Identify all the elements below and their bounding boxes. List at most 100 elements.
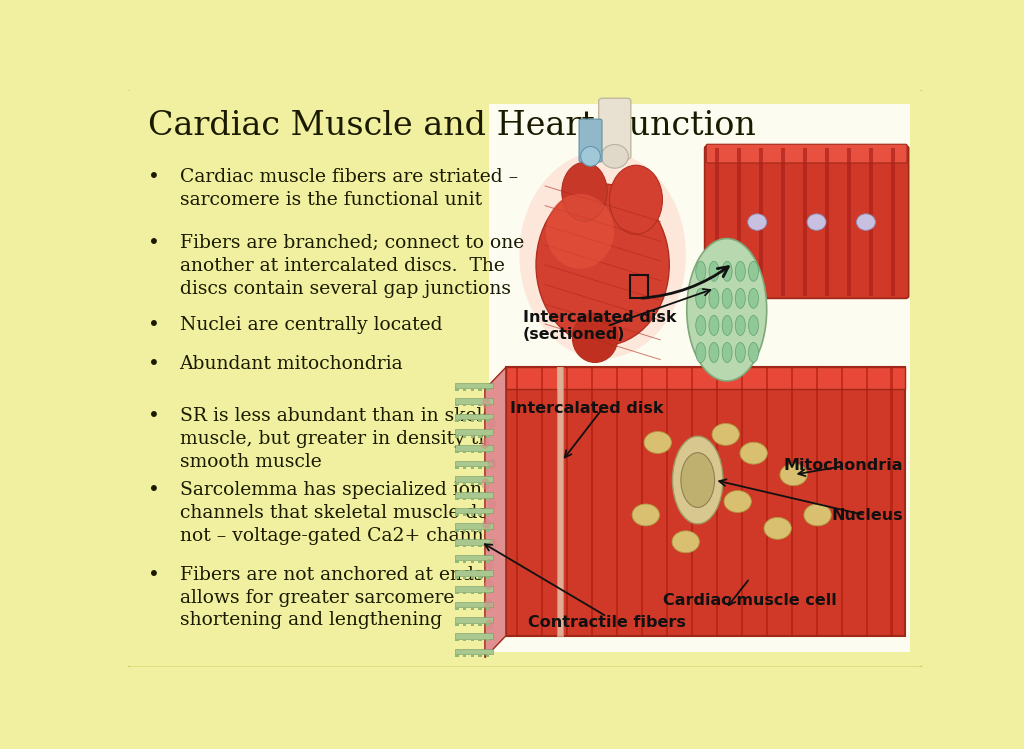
Text: •: • bbox=[147, 168, 160, 187]
Bar bbox=[478, 607, 481, 610]
Bar bbox=[456, 435, 459, 437]
Bar bbox=[463, 513, 466, 516]
Text: Cardiac Muscle and Heart Function: Cardiac Muscle and Heart Function bbox=[147, 110, 756, 142]
Text: SR is less abundant than in skeletal
muscle, but greater in density than
smooth : SR is less abundant than in skeletal mus… bbox=[179, 407, 517, 471]
Bar bbox=[478, 388, 481, 391]
Text: Contractile fibers: Contractile fibers bbox=[528, 615, 686, 630]
Ellipse shape bbox=[687, 238, 767, 381]
Ellipse shape bbox=[735, 288, 745, 309]
Ellipse shape bbox=[581, 147, 600, 166]
FancyBboxPatch shape bbox=[705, 146, 908, 298]
Ellipse shape bbox=[695, 342, 706, 363]
Bar bbox=[641, 367, 643, 636]
Ellipse shape bbox=[695, 288, 706, 309]
Ellipse shape bbox=[722, 261, 732, 282]
Bar bbox=[485, 513, 489, 516]
Bar bbox=[456, 555, 494, 560]
Bar bbox=[891, 367, 893, 636]
Ellipse shape bbox=[735, 342, 745, 363]
Ellipse shape bbox=[572, 313, 617, 363]
Bar bbox=[478, 592, 481, 594]
Bar bbox=[463, 654, 466, 657]
Ellipse shape bbox=[546, 194, 614, 269]
Ellipse shape bbox=[482, 518, 490, 530]
Bar bbox=[463, 497, 466, 500]
Ellipse shape bbox=[681, 452, 715, 507]
Bar bbox=[485, 607, 489, 610]
Bar bbox=[471, 404, 474, 407]
Bar bbox=[471, 482, 474, 485]
Bar bbox=[760, 148, 763, 296]
Bar bbox=[485, 654, 489, 657]
Bar bbox=[463, 467, 466, 469]
Bar bbox=[463, 435, 466, 437]
Bar bbox=[456, 383, 494, 388]
Bar bbox=[456, 560, 459, 563]
Ellipse shape bbox=[481, 479, 489, 489]
Bar bbox=[691, 367, 693, 636]
Bar bbox=[489, 104, 909, 652]
Bar bbox=[471, 654, 474, 657]
FancyBboxPatch shape bbox=[506, 367, 905, 389]
Bar bbox=[463, 560, 466, 563]
Ellipse shape bbox=[488, 539, 498, 550]
Bar bbox=[456, 601, 494, 607]
Bar bbox=[456, 398, 494, 404]
Bar bbox=[478, 482, 481, 485]
Ellipse shape bbox=[480, 438, 489, 449]
Text: Fibers are not anchored at ends;
allows for greater sarcomere
shortening and len: Fibers are not anchored at ends; allows … bbox=[179, 565, 489, 629]
Ellipse shape bbox=[735, 315, 745, 336]
Text: •: • bbox=[147, 565, 160, 585]
Bar bbox=[471, 639, 474, 641]
Bar bbox=[463, 639, 466, 641]
Bar bbox=[478, 419, 481, 422]
Bar bbox=[557, 367, 563, 389]
Ellipse shape bbox=[632, 504, 659, 526]
Bar bbox=[815, 367, 817, 636]
Ellipse shape bbox=[482, 398, 490, 409]
Bar bbox=[463, 576, 466, 579]
Bar bbox=[541, 367, 543, 636]
Bar bbox=[471, 607, 474, 610]
Bar bbox=[456, 586, 494, 592]
Bar bbox=[456, 451, 459, 453]
Bar bbox=[456, 419, 459, 422]
Ellipse shape bbox=[601, 145, 629, 169]
Bar bbox=[485, 592, 489, 594]
Bar bbox=[456, 576, 459, 579]
Bar bbox=[716, 367, 718, 636]
Ellipse shape bbox=[749, 342, 759, 363]
Bar bbox=[591, 367, 593, 636]
Bar bbox=[825, 148, 828, 296]
Text: Intercalated disk
(sectioned): Intercalated disk (sectioned) bbox=[522, 310, 676, 342]
Ellipse shape bbox=[807, 214, 826, 230]
Bar bbox=[478, 435, 481, 437]
Ellipse shape bbox=[484, 579, 493, 590]
Bar bbox=[740, 367, 742, 636]
Bar bbox=[471, 623, 474, 625]
Bar bbox=[456, 571, 494, 576]
Bar bbox=[485, 576, 489, 579]
Bar bbox=[456, 467, 459, 469]
Ellipse shape bbox=[695, 261, 706, 282]
Bar bbox=[566, 367, 568, 636]
Bar bbox=[478, 576, 481, 579]
Bar bbox=[463, 419, 466, 422]
Bar bbox=[456, 524, 494, 529]
Bar bbox=[485, 545, 489, 548]
Text: •: • bbox=[147, 355, 160, 374]
Ellipse shape bbox=[749, 261, 759, 282]
FancyBboxPatch shape bbox=[580, 119, 602, 162]
Bar bbox=[485, 482, 489, 485]
Ellipse shape bbox=[684, 450, 712, 472]
Bar bbox=[478, 529, 481, 532]
Bar bbox=[737, 148, 740, 296]
Bar bbox=[463, 404, 466, 407]
Ellipse shape bbox=[749, 315, 759, 336]
Bar bbox=[456, 607, 459, 610]
Ellipse shape bbox=[709, 288, 719, 309]
Bar bbox=[471, 576, 474, 579]
Text: Intercalated disk: Intercalated disk bbox=[510, 401, 664, 416]
Bar bbox=[463, 529, 466, 532]
Ellipse shape bbox=[722, 288, 732, 309]
